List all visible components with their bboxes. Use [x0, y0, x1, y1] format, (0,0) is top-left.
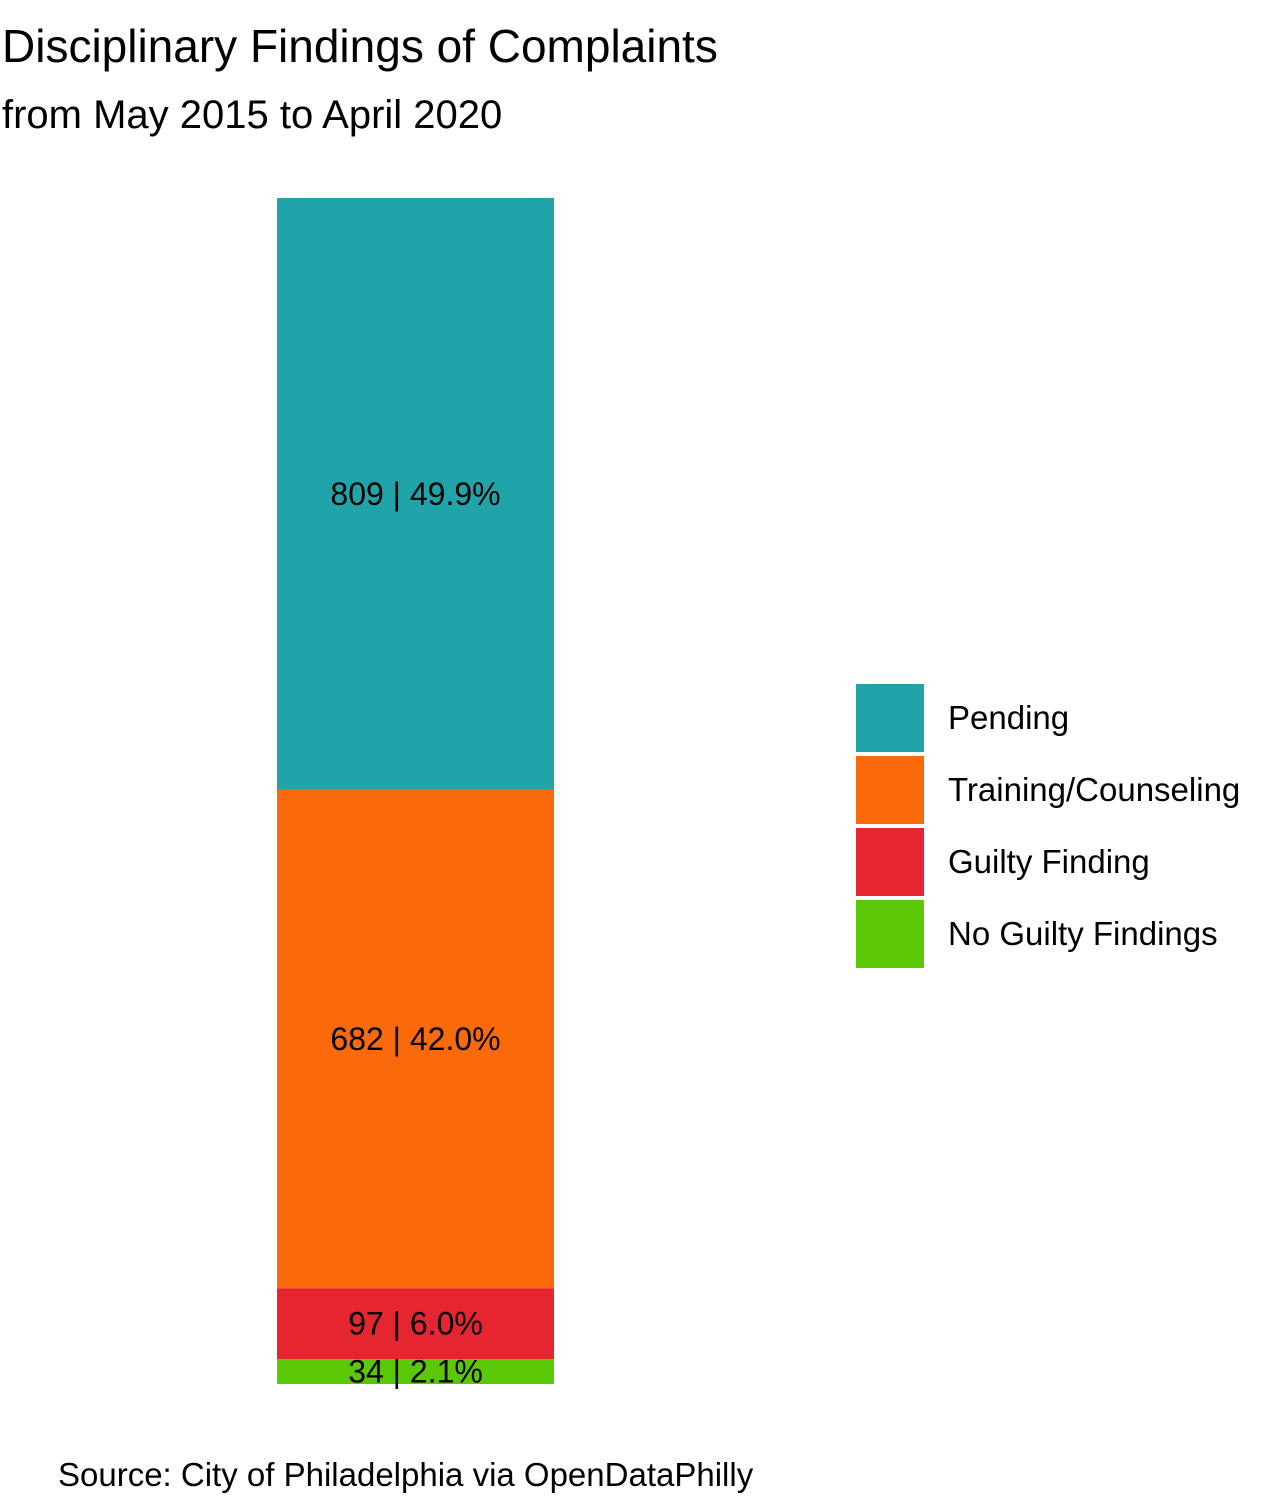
bar-segment-guilty-finding: [277, 1288, 554, 1360]
chart-subtitle: from May 2015 to April 2020: [2, 93, 503, 137]
legend-swatch-guilty-finding: [856, 828, 924, 896]
legend-swatch-pending: [856, 684, 924, 752]
legend-label-guilty-finding: Guilty Finding: [948, 843, 1150, 880]
data-label-no-guilty-findings: 34 | 2.1%: [348, 1354, 483, 1390]
source-caption: Source: City of Philadelphia via OpenDat…: [58, 1456, 754, 1493]
legend-label-pending: Pending: [948, 699, 1070, 736]
data-label-guilty-finding: 97 | 6.0%: [348, 1306, 483, 1342]
chart-title: Disciplinary Findings of Complaints: [2, 20, 718, 72]
data-label-pending: 809 | 49.9%: [330, 476, 500, 512]
legend-swatch-training-counseling: [856, 756, 924, 824]
legend-label-training-counseling: Training/Counseling: [948, 771, 1241, 808]
bar-segment-no-guilty-findings: [277, 1359, 554, 1384]
data-label-training-counseling: 682 | 42.0%: [330, 1021, 500, 1057]
bar-segment-pending: [277, 198, 554, 790]
legend-label-no-guilty-findings: No Guilty Findings: [948, 915, 1218, 952]
legend-swatch-no-guilty-findings: [856, 900, 924, 968]
bar-segment-training-counseling: [277, 789, 554, 1289]
